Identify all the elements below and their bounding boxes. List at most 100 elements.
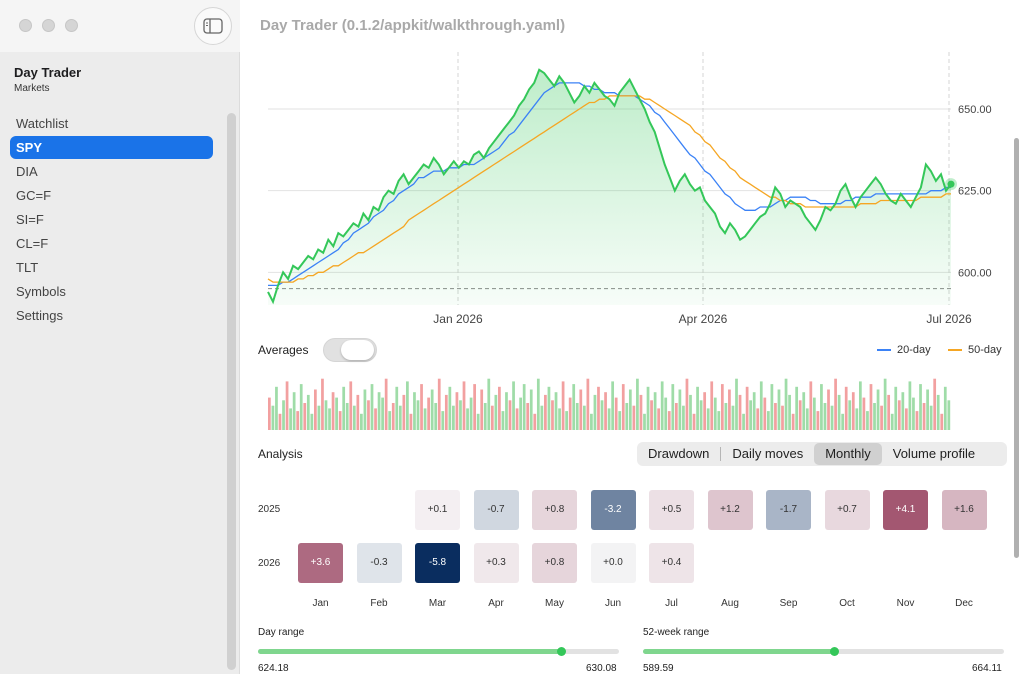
volume-bar [444,394,448,430]
volume-bar [823,403,827,430]
toggle-knob [341,340,374,360]
volume-bar [345,403,349,430]
volume-bar [848,400,852,430]
sidebar-item-si[interactable]: SI=F [16,212,44,227]
toggle-sidebar-button[interactable] [194,7,232,45]
legend-swatch-blue [877,349,891,351]
volume-bar [919,384,922,430]
volume-bar [646,386,650,430]
volume-bar [536,378,540,430]
volume-bar [632,405,636,430]
heatmap-cell[interactable]: +4.1 [883,490,928,530]
volume-bar [926,389,929,430]
volume-bar [873,403,876,430]
heatmap-cell[interactable]: +0.8 [532,543,577,583]
year-label-2026: 2026 [258,558,281,569]
volume-bar [572,384,576,430]
heatmap-cell[interactable]: +0.0 [590,543,636,583]
volume-bar [791,413,795,430]
volume-bar [830,405,834,430]
heatmap-cell[interactable]: +0.1 [415,490,460,530]
volume-bar [940,413,944,430]
heatmap-cell[interactable]: +1.6 [941,490,987,530]
volume-bar [430,389,434,430]
titlebar [0,0,240,52]
volume-bar [462,381,466,430]
volume-bar [540,405,544,430]
year-label-2025: 2025 [258,504,281,515]
tab-monthly[interactable]: Monthly [814,443,882,465]
month-label: Jan [312,598,329,609]
y-tick-label: 600.00 [958,267,992,279]
sidebar-item-symbols[interactable]: Symbols [16,284,66,299]
volume-bar [912,397,915,430]
volume-bar [547,386,551,430]
tab-daily-moves[interactable]: Daily moves [732,446,804,461]
volume-bar [356,394,360,430]
volume-bar [781,405,784,430]
volume-bar [310,413,314,430]
sidebar-item-cl[interactable]: CL=F [16,236,49,251]
heatmap-cell[interactable]: +1.2 [707,490,753,530]
sidebar-item-gc[interactable]: GC=F [16,188,52,203]
week52-range-low: 589.59 [643,663,674,674]
volume-bar [441,411,445,430]
volume-bar [763,397,767,430]
volume-bar [459,400,462,430]
week52-range-fill [643,649,835,654]
sidebar-scrollbar[interactable] [227,113,236,670]
sidebar-item-watchlist[interactable]: Watchlist [16,116,69,131]
sidebar-item-spy[interactable]: SPY [10,136,213,159]
volume-bar [335,397,338,430]
tab-drawdown[interactable]: Drawdown [648,446,710,461]
volume-bar [774,403,777,430]
heatmap-cell[interactable]: +0.8 [532,490,577,530]
volume-bar [586,378,590,430]
heatmap-cell[interactable]: -0.3 [356,543,402,583]
heatmap-cell[interactable]: -1.7 [766,490,811,530]
heatmap-cell[interactable]: +0.7 [824,490,870,530]
week52-range-bar [643,647,1004,656]
volume-bar [402,394,406,430]
app-subtitle: Markets [14,83,50,94]
minimize-window-button[interactable] [42,19,55,32]
volume-bar [299,384,303,430]
heatmap-cell[interactable]: -3.2 [590,490,636,530]
price-chart[interactable]: 600.00 625.00 650.00 Jan 2026 Apr 2026 Jul 20… [241,0,1024,335]
legend-label-20-day: 20-day [897,344,931,356]
volume-bar [328,408,331,430]
volume-bar [636,378,639,430]
volume-bar [628,389,632,430]
main-scrollbar[interactable] [1014,138,1019,558]
heatmap-cell[interactable]: +3.6 [298,543,343,583]
volume-bar [671,384,675,430]
month-label: Jun [604,598,622,609]
heatmap-cell[interactable]: -0.7 [473,490,519,530]
volume-bar [505,392,508,430]
volume-bar [314,389,317,430]
heatmap-cell[interactable]: +0.3 [473,543,519,583]
volume-bar [398,405,402,430]
volume-bar [933,378,937,430]
volume-bar [678,389,682,430]
zoom-window-button[interactable] [65,19,78,32]
heatmap-cell[interactable]: +0.5 [649,490,694,530]
tab-volume-profile[interactable]: Volume profile [892,446,976,461]
volume-bar [466,408,469,430]
volume-bar [706,408,710,430]
volume-bar [802,392,806,430]
close-window-button[interactable] [19,19,32,32]
month-label: Oct [839,598,855,609]
sidebar-item-tlt[interactable]: TLT [16,260,39,275]
heatmap-cell[interactable]: +0.4 [649,543,694,583]
volume-bar [820,384,823,430]
window-title: Day Trader (0.1.2/appkit/walkthrough.yam… [260,17,566,34]
sidebar-item-settings[interactable]: Settings [16,308,63,323]
volume-bar [338,411,342,430]
volume-bar [607,408,611,430]
heatmap-cell[interactable]: -5.8 [415,543,460,583]
averages-toggle[interactable] [323,338,377,362]
sidebar-item-dia[interactable]: DIA [16,164,38,179]
volume-bar [883,378,887,430]
volume-bar [558,408,561,430]
